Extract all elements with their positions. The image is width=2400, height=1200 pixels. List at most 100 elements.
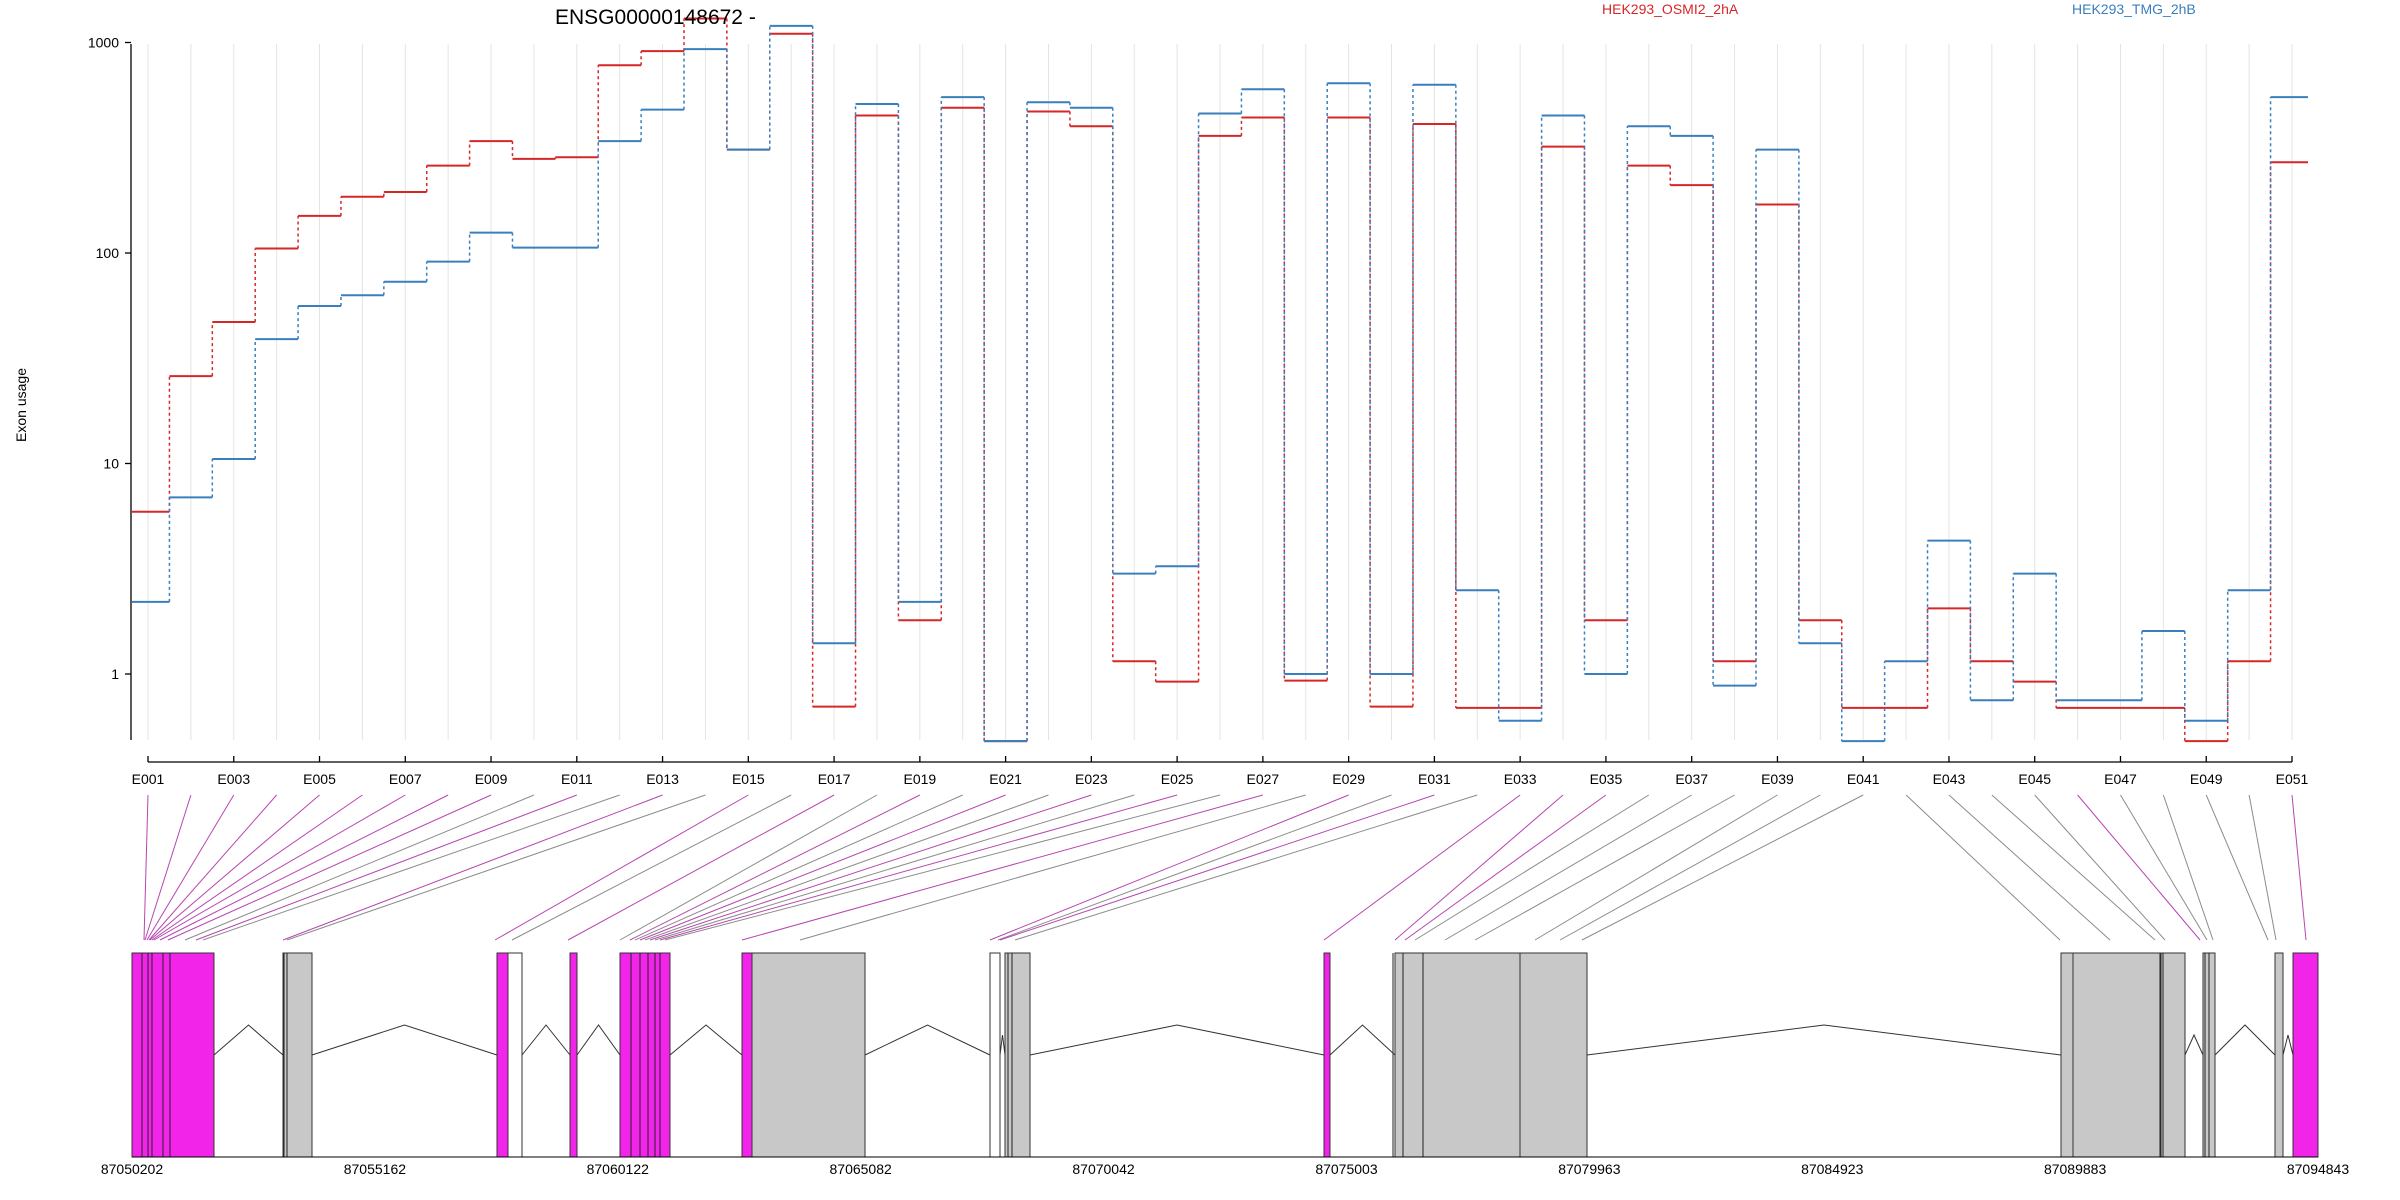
connector-e048 (2162, 794, 2214, 941)
x-tick-label: E043 (1933, 771, 1966, 787)
intron-line (864, 1024, 991, 1056)
series-2 (132, 24, 2308, 743)
legend-label-series-2: HEK293_TMG_2hB (2072, 1, 2196, 17)
connector-e016 (511, 794, 792, 941)
intron-line (2282, 1034, 2294, 1056)
exon-connector-lines (143, 794, 2307, 941)
exon-block (741, 952, 753, 1158)
connector-e026 (664, 794, 1221, 941)
connector-e031 (999, 794, 1435, 941)
connector-e047 (2120, 794, 2208, 941)
x-tick-label: E039 (1761, 771, 1794, 787)
x-tick-label: E049 (2190, 771, 2223, 787)
genome-tick-label: 87084923 (1801, 1161, 1864, 1177)
connector-e049 (2205, 794, 2269, 941)
connector-e002 (144, 794, 192, 941)
intron-line (576, 1024, 621, 1056)
legend-label-series-1: HEK293_OSMI2_2hA (1602, 1, 1739, 17)
connector-e019 (629, 794, 921, 941)
x-tick-label: E027 (1247, 771, 1280, 787)
x-tick-label: E023 (1075, 771, 1108, 787)
connector-e011 (195, 794, 577, 941)
exon-block (507, 952, 523, 1158)
intron-line (1029, 1024, 1325, 1056)
exon-block (619, 952, 671, 1158)
exon-block (1519, 952, 1588, 1158)
connector-e007 (153, 794, 406, 941)
connector-e023 (649, 794, 1092, 941)
genome-tick-label: 87070042 (1072, 1161, 1135, 1177)
connector-e040 (1559, 794, 1821, 941)
connector-e046 (2077, 794, 2201, 941)
connector-e037 (1444, 794, 1692, 941)
exon-block (496, 952, 509, 1158)
intron-line (1586, 1024, 2062, 1056)
x-gridlines (147, 44, 2293, 740)
intron-line (2184, 1033, 2204, 1056)
exon-block (1004, 952, 1031, 1158)
x-tick-label: E003 (217, 771, 250, 787)
connector-e029 (989, 794, 1349, 941)
x-tick-label: E045 (2018, 771, 2051, 787)
connector-e005 (149, 794, 320, 941)
exon-block (2072, 952, 2162, 1158)
connector-e051 (2291, 794, 2307, 941)
x-tick-label: E047 (2104, 771, 2137, 787)
intron-line (669, 1024, 743, 1056)
x-tick-label: E029 (1332, 771, 1365, 787)
connector-e035 (1404, 794, 1607, 941)
connector-e050 (2248, 794, 2277, 941)
connector-e013 (282, 794, 663, 941)
x-tick-label: E033 (1504, 771, 1537, 787)
connector-e032 (1014, 794, 1478, 941)
y-axis: 1 10 100 1000 (88, 35, 132, 740)
x-tick-label: E013 (646, 771, 679, 787)
connector-e008 (159, 794, 449, 941)
exon-block (751, 952, 866, 1158)
connector-e039 (1534, 794, 1778, 941)
series-lines (132, 17, 2308, 743)
x-tick-label: E009 (475, 771, 508, 787)
x-tick-label: E051 (2276, 771, 2309, 787)
connector-e012 (202, 794, 620, 941)
connector-e003 (146, 794, 235, 941)
exon-block (2160, 952, 2186, 1158)
connector-e027 (741, 794, 1264, 941)
connector-e044 (1991, 794, 2156, 941)
connector-e034 (1394, 794, 1564, 941)
x-axis: E001 E003 E005 E007 E009 E011 E013 E015 E017 E019… (132, 756, 2309, 787)
connector-e036 (1414, 794, 1650, 941)
y-tick-label: 100 (96, 245, 120, 261)
x-tick-label: E011 (561, 771, 593, 787)
x-tick-label: E025 (1161, 771, 1194, 787)
connector-e001 (143, 794, 149, 941)
exon-block (2292, 952, 2319, 1158)
connector-e006 (151, 794, 363, 941)
y-tick-label: 1 (111, 666, 119, 682)
x-tick-label: E001 (132, 771, 165, 787)
intron-line (311, 1024, 498, 1056)
intron-line (213, 1024, 284, 1056)
connector-e030 (997, 794, 1392, 941)
connector-e017 (567, 794, 835, 941)
connector-e041 (1581, 794, 1864, 941)
connector-e021 (639, 794, 1006, 941)
connector-e004 (148, 794, 278, 941)
exon-block (1394, 952, 1521, 1158)
genome-tick-label: 87060122 (587, 1161, 650, 1177)
connector-e038 (1474, 794, 1735, 941)
x-tick-label: E021 (989, 771, 1022, 787)
chart-title: ENSG00000148672 - (555, 6, 756, 29)
genome-tick-label: 87079963 (1558, 1161, 1621, 1177)
exon-block (989, 952, 1001, 1158)
y-tick-label: 1000 (88, 35, 119, 51)
exon-block (2274, 952, 2284, 1158)
exon-block (2060, 952, 2074, 1158)
genome-tick-label: 87055162 (344, 1161, 407, 1177)
x-tick-label: E017 (818, 771, 851, 787)
genome-tick-label: 87094843 (2287, 1161, 2350, 1177)
x-tick-label: E019 (903, 771, 936, 787)
connector-e042 (1905, 794, 2061, 941)
x-tick-label: E007 (389, 771, 422, 787)
